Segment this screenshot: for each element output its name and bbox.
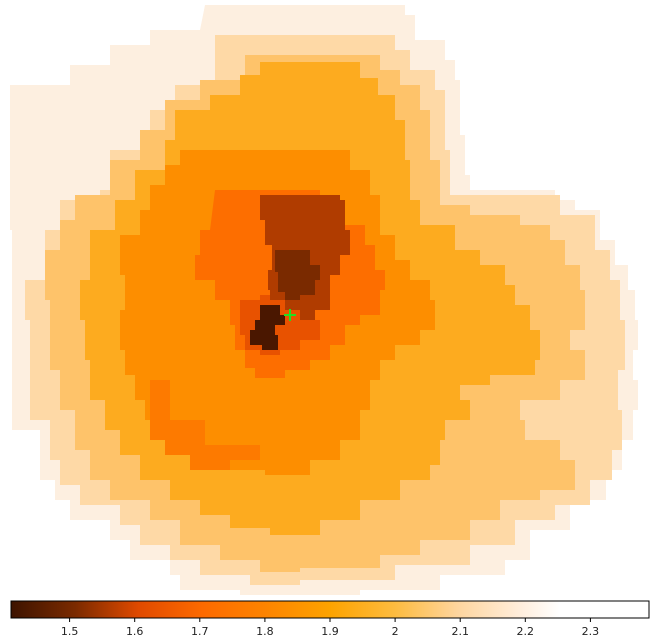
colorbar-tick-label: 1.6 [126, 625, 144, 638]
region-level-1-7-strip [150, 380, 260, 470]
colorbar-tick-label: 1.9 [321, 625, 339, 638]
colorbar-tick-label: 1.5 [61, 625, 79, 638]
region-level-1-45 [250, 305, 285, 350]
colorbar-gradient [10, 600, 650, 619]
map-regions [10, 5, 638, 595]
colorbar: 1.5 1.6 1.7 1.8 1.9 2 2.1 2.2 2.3 [10, 600, 650, 638]
colorbar-ticks: 1.5 1.6 1.7 1.8 1.9 2 2.1 2.2 2.3 [61, 618, 599, 638]
center-marker [284, 309, 296, 321]
colorbar-tick-label: 1.8 [256, 625, 274, 638]
colorbar-tick-label: 2 [392, 625, 399, 638]
colorbar-tick-label: 2.3 [582, 625, 600, 638]
region-level-1-5 [275, 250, 320, 300]
colorbar-tick-label: 2.2 [517, 625, 535, 638]
colorbar-tick-label: 2.1 [451, 625, 469, 638]
colorbar-tick-label: 1.7 [191, 625, 209, 638]
